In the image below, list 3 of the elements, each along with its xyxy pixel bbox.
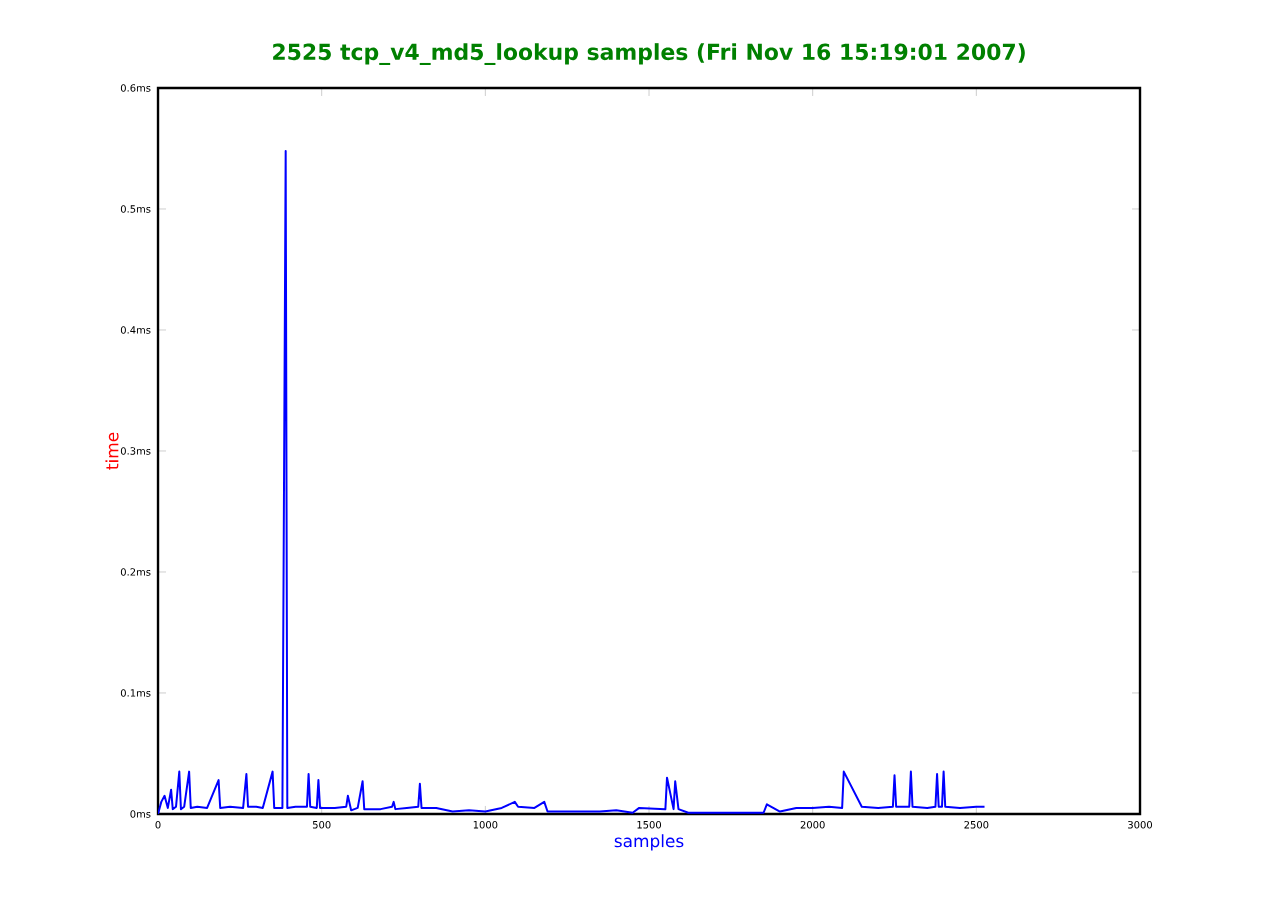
chart-title: 2525 tcp_v4_md5_lookup samples (Fri Nov 16 15:19:01 2007) — [273, 43, 1025, 65]
y-axis-title: time — [105, 432, 119, 470]
x-axis-title: samples — [614, 834, 684, 851]
